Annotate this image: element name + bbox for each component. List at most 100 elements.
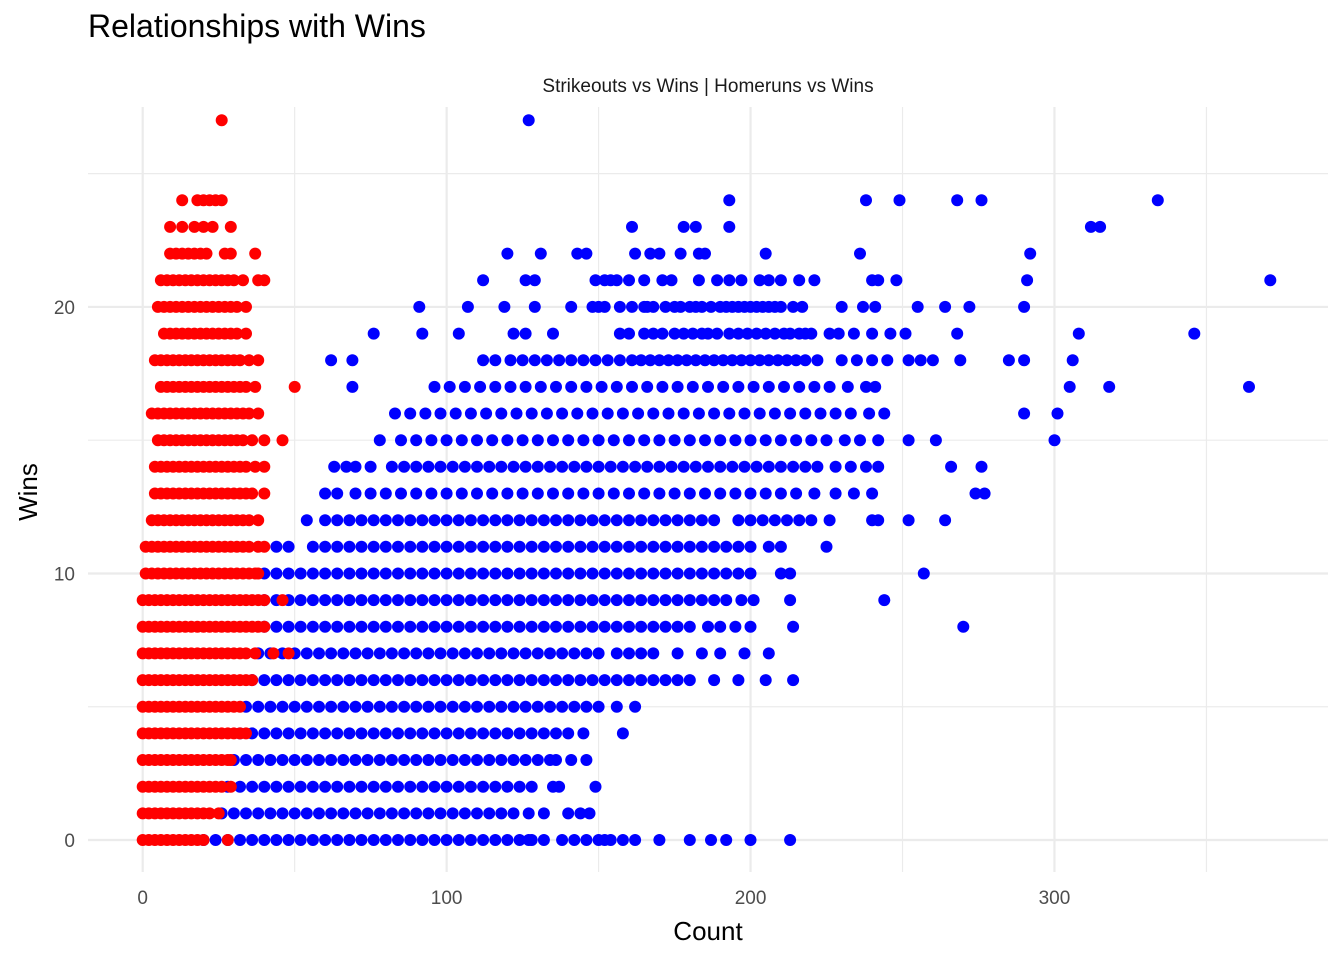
- data-point: [240, 727, 252, 740]
- data-point: [392, 540, 404, 553]
- data-point: [647, 407, 660, 420]
- data-point: [343, 620, 356, 633]
- data-point: [647, 514, 660, 527]
- data-point: [683, 594, 696, 607]
- data-point: [240, 327, 252, 340]
- data-point: [483, 700, 496, 713]
- data-point: [553, 354, 566, 367]
- data-point: [623, 434, 635, 447]
- data-point: [647, 327, 660, 340]
- data-point: [1002, 354, 1015, 367]
- data-point: [738, 460, 751, 473]
- data-point: [601, 354, 614, 367]
- data-point: [623, 620, 635, 633]
- data-point: [477, 620, 490, 633]
- data-point: [762, 380, 775, 393]
- data-point: [440, 674, 453, 687]
- data-point: [501, 434, 514, 447]
- data-point: [458, 647, 471, 660]
- data-point: [568, 647, 581, 660]
- data-point: [367, 620, 380, 633]
- data-point: [337, 647, 350, 660]
- data-point: [516, 434, 529, 447]
- data-point: [419, 407, 432, 420]
- data-point: [237, 274, 249, 287]
- data-point: [276, 754, 289, 766]
- data-point: [507, 647, 520, 660]
- data-point: [616, 460, 629, 473]
- data-point: [598, 514, 611, 527]
- data-point: [343, 727, 356, 740]
- data-point: [547, 487, 559, 500]
- data-point: [471, 434, 483, 447]
- data-point: [483, 647, 496, 660]
- data-point: [300, 754, 313, 766]
- data-point: [331, 727, 344, 740]
- data-point: [501, 540, 514, 553]
- data-point: [878, 594, 891, 607]
- data-point: [458, 754, 471, 766]
- data-point: [537, 727, 550, 740]
- data-point: [288, 754, 301, 766]
- data-point: [951, 327, 964, 340]
- data-point: [598, 620, 611, 633]
- data-point: [635, 594, 648, 607]
- data-point: [747, 380, 760, 393]
- data-point: [458, 807, 471, 820]
- data-point: [440, 594, 453, 607]
- data-point: [759, 434, 772, 447]
- data-point: [495, 807, 508, 820]
- data-point: [489, 380, 502, 393]
- data-point: [534, 380, 547, 393]
- data-point: [501, 727, 514, 740]
- data-point: [677, 327, 690, 340]
- data-point: [744, 487, 757, 500]
- data-point: [258, 487, 271, 500]
- data-point: [717, 354, 730, 367]
- data-point: [565, 380, 578, 393]
- data-point: [373, 647, 386, 660]
- data-point: [556, 834, 569, 846]
- data-point: [474, 380, 487, 393]
- data-point: [914, 354, 927, 367]
- data-point: [550, 674, 562, 687]
- data-point: [695, 567, 708, 580]
- data-point: [635, 567, 648, 580]
- data-point: [759, 487, 772, 500]
- data-point: [808, 380, 821, 393]
- data-point: [410, 700, 423, 713]
- points: [136, 114, 1277, 846]
- data-point: [1018, 354, 1031, 367]
- data-point: [638, 274, 651, 287]
- data-point: [544, 700, 556, 713]
- data-point: [404, 674, 417, 687]
- data-point: [422, 807, 435, 820]
- data-point: [683, 540, 696, 553]
- data-point: [240, 460, 252, 473]
- data-point: [671, 674, 684, 687]
- data-point: [319, 514, 332, 527]
- data-point: [206, 220, 219, 233]
- data-point: [313, 647, 325, 660]
- data-point: [240, 807, 252, 820]
- data-point: [1094, 220, 1107, 233]
- data-point: [392, 620, 404, 633]
- data-point: [623, 487, 635, 500]
- data-point: [774, 487, 787, 500]
- data-point: [349, 754, 362, 766]
- data-point: [325, 754, 338, 766]
- data-point: [714, 434, 727, 447]
- data-point: [398, 700, 411, 713]
- data-point: [841, 380, 854, 393]
- data-point: [781, 354, 793, 367]
- data-point: [629, 460, 642, 473]
- data-point: [486, 434, 499, 447]
- data-point: [1018, 407, 1031, 420]
- data-point: [537, 674, 550, 687]
- data-point: [787, 620, 800, 633]
- data-point: [847, 327, 860, 340]
- data-point: [616, 407, 629, 420]
- data-point: [306, 567, 319, 580]
- data-point: [1188, 327, 1201, 340]
- data-point: [653, 460, 666, 473]
